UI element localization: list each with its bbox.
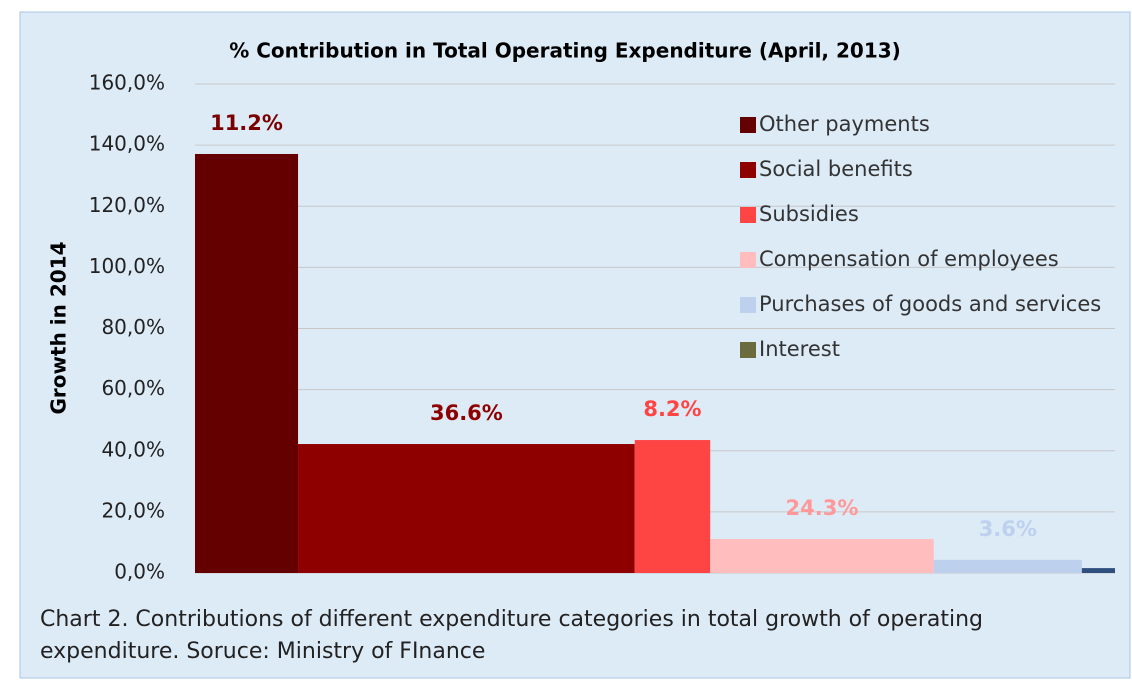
caption: expenditure. Soruce: Ministry of FInance [40,639,485,664]
y-tick-label: 80,0% [101,315,165,339]
legend-swatch [740,342,756,358]
y-tick-label: 60,0% [101,376,165,400]
legend-label: Compensation of employees [759,247,1059,271]
legend-label: Interest [759,337,840,361]
y-tick-label: 20,0% [101,498,165,522]
y-tick-label: 120,0% [89,193,165,217]
data-label: 3.6% [979,517,1037,541]
y-tick-label: 160,0% [89,71,165,95]
legend-label: Other payments [759,112,930,136]
bar [195,153,299,573]
legend-swatch [740,117,756,133]
legend-label: Purchases of goods and services [759,292,1101,316]
bar [1081,568,1115,573]
legend-label: Subsidies [759,202,859,226]
data-label: 24.3% [786,496,859,520]
data-label: 8.2% [643,397,701,421]
caption: Chart 2. Contributions of different expe… [40,607,983,632]
legend-swatch [740,162,756,178]
bar [710,539,934,573]
legend-swatch [740,207,756,223]
y-tick-label: 0,0% [114,560,165,584]
data-label: 36.6% [430,401,503,425]
y-tick-label: 100,0% [89,254,165,278]
data-label: 11.2% [210,111,283,135]
background [19,11,1131,679]
bar [298,444,635,573]
bar [634,440,711,573]
legend-swatch [740,297,756,313]
chart-title: % Contribution in Total Operating Expend… [229,39,901,63]
bar [933,559,1082,573]
y-tick-label: 140,0% [89,132,165,156]
legend-swatch [740,252,756,268]
y-axis-label: Growth in 2014 [47,242,71,415]
legend-label: Social benefits [759,157,913,181]
y-tick-label: 40,0% [101,437,165,461]
